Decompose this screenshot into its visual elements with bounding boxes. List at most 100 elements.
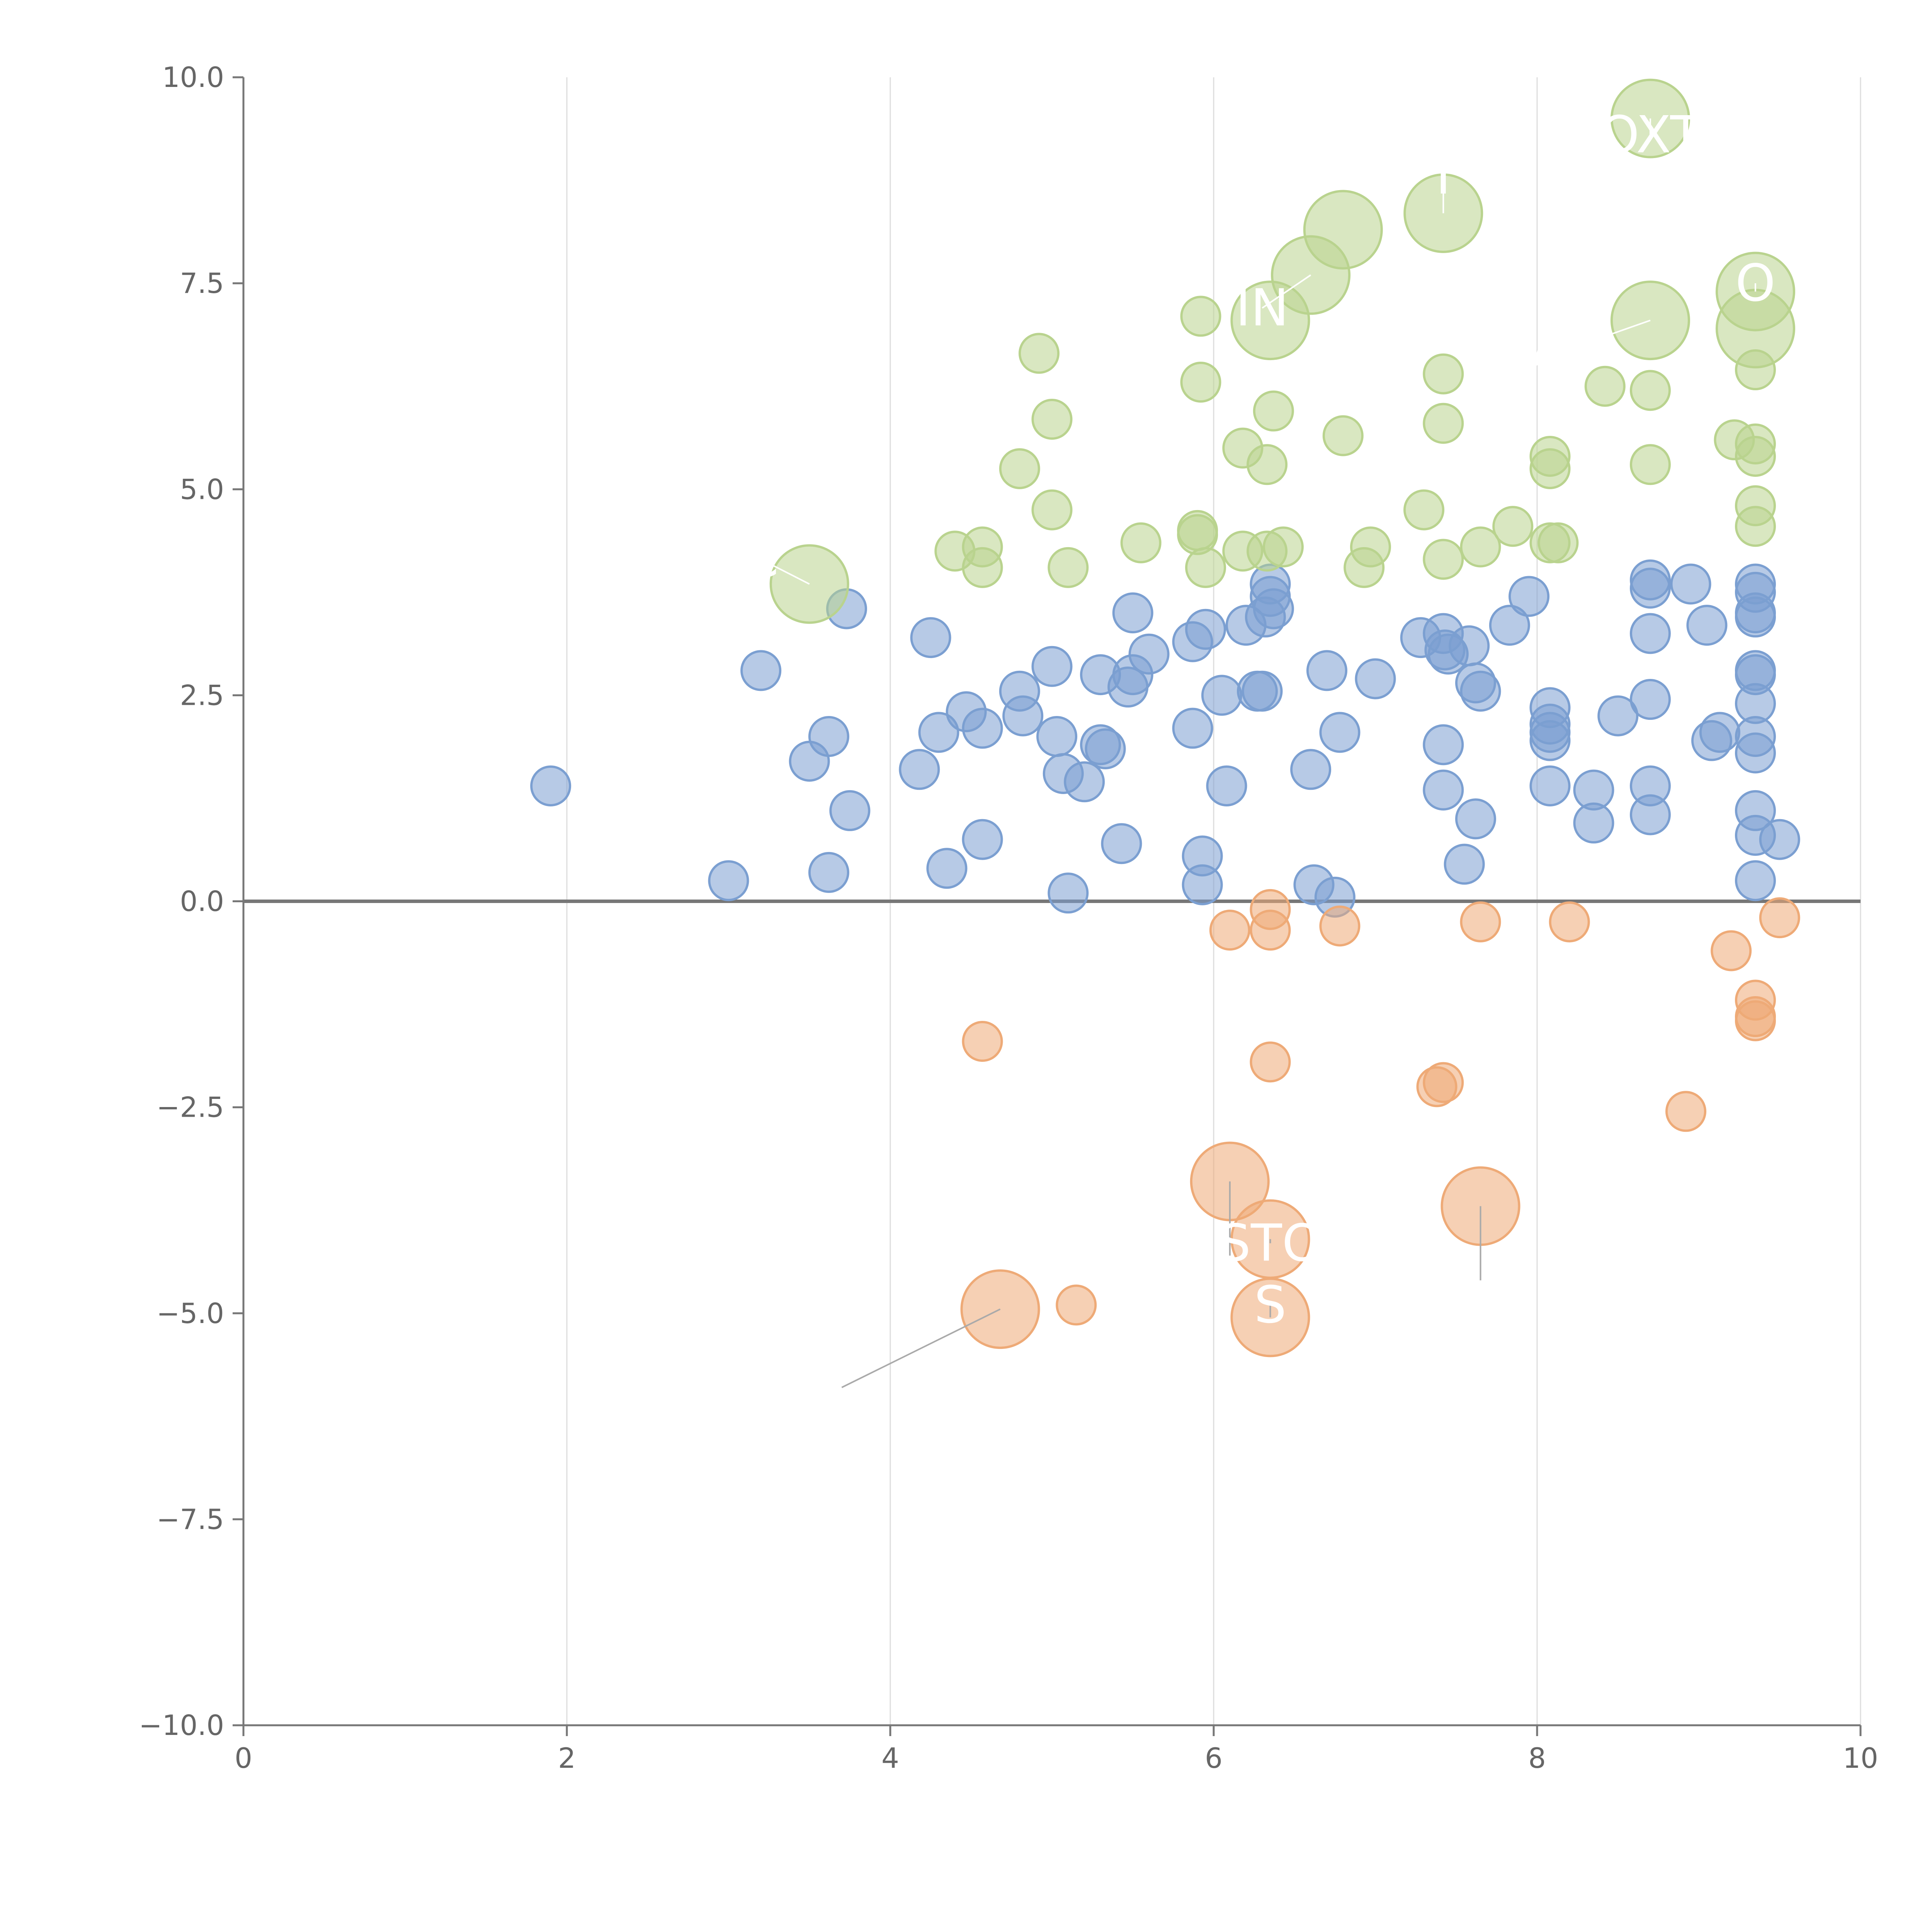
positive-point xyxy=(1423,769,1464,811)
y-tick-label: −5.0 xyxy=(156,1297,224,1330)
positive-point xyxy=(1449,625,1490,667)
strong_positive-point xyxy=(1262,526,1304,568)
positive-point xyxy=(808,852,849,893)
positive-point xyxy=(1670,563,1711,605)
positive-point xyxy=(1185,609,1226,650)
positive-point xyxy=(1242,670,1283,712)
x-tick-label: 0 xyxy=(235,1742,252,1774)
strong_positive-point xyxy=(1180,296,1221,337)
positive-point xyxy=(1036,716,1078,757)
positive-point xyxy=(1355,658,1396,699)
positive-point xyxy=(1686,605,1728,646)
strong_positive-point xyxy=(1247,444,1288,485)
positive-point xyxy=(1699,712,1740,753)
bubbles xyxy=(530,78,1800,1357)
label-leader-line xyxy=(760,558,810,585)
bubble-label: OXT xyxy=(1599,105,1702,165)
strong_positive-point xyxy=(1529,448,1571,489)
positive-point xyxy=(1253,588,1294,629)
y-tick-label: 10.0 xyxy=(162,61,224,94)
strong_positive-point xyxy=(1048,547,1089,588)
positive-point xyxy=(1172,707,1213,749)
negative-point xyxy=(1549,901,1590,942)
positive-point xyxy=(926,848,968,889)
positive-point xyxy=(910,617,951,658)
positive-point xyxy=(1529,720,1571,761)
y-tick-label: −2.5 xyxy=(156,1091,224,1124)
negative-point xyxy=(1423,1062,1464,1103)
negative-point xyxy=(1711,930,1752,971)
positive-point xyxy=(1048,872,1089,914)
y-tick-label: −10.0 xyxy=(139,1709,224,1742)
strong_positive-highlight-point xyxy=(1303,190,1383,270)
positive-point xyxy=(1064,761,1105,803)
bubble-label: I xyxy=(1436,146,1451,206)
positive-point xyxy=(1735,596,1776,638)
strong_positive-point xyxy=(1031,489,1073,531)
positive-point xyxy=(1444,844,1485,885)
strong_positive-point xyxy=(1492,506,1534,547)
bubble-label: S xyxy=(1254,1275,1287,1335)
strong_positive-point xyxy=(1322,415,1364,456)
positive-point xyxy=(1629,794,1671,835)
positive-point xyxy=(829,790,871,831)
positive-point xyxy=(1573,802,1614,844)
strong_positive-point xyxy=(1185,547,1226,588)
positive-point xyxy=(1629,679,1671,720)
label-leader-lines xyxy=(760,118,1756,1388)
strong_positive-point xyxy=(1423,539,1464,580)
negative-point xyxy=(1209,910,1250,951)
strong_positive-point xyxy=(1253,390,1294,432)
negative-point xyxy=(1056,1284,1097,1326)
positive-point xyxy=(962,819,1003,860)
x-tick-label: 10 xyxy=(1843,1742,1878,1774)
positive-point xyxy=(1112,592,1153,634)
positive-point xyxy=(1759,819,1800,860)
positive-point xyxy=(1290,749,1332,790)
bubble-label: C xyxy=(743,530,779,589)
positive-point xyxy=(899,749,940,790)
positive-point xyxy=(1529,765,1571,806)
strong_positive-point xyxy=(1629,370,1671,411)
strong_positive-point xyxy=(1350,526,1391,568)
x-tick-label: 4 xyxy=(881,1742,899,1774)
axis-ticks: 0 2 4 6 8 10 10.0 7.5 5.0 2.5 0.0 −2.5 −5.0 −7.5 −10.0 xyxy=(139,61,1878,1774)
bubble-label: A xyxy=(1528,328,1563,387)
strong_positive-point xyxy=(1423,353,1464,395)
strong_positive-point xyxy=(1423,403,1464,444)
strong_positive-point xyxy=(1031,398,1073,440)
strong_positive-point xyxy=(1735,506,1776,547)
strong_positive-point xyxy=(1120,522,1162,563)
negative-point xyxy=(1759,897,1800,939)
positive-point xyxy=(1455,798,1496,840)
positive-point xyxy=(1735,860,1776,901)
positive-point xyxy=(1085,728,1126,769)
y-tick-label: 7.5 xyxy=(180,267,224,299)
positive-point xyxy=(1182,864,1223,905)
positive-point xyxy=(740,650,782,691)
x-tick-label: 8 xyxy=(1528,1742,1546,1774)
positive-point xyxy=(1002,695,1044,736)
negative-point xyxy=(1250,910,1291,951)
strong_positive-point xyxy=(1460,526,1501,568)
strong_positive-point xyxy=(1629,444,1671,485)
strong_positive-point xyxy=(999,448,1040,489)
label-leader-line xyxy=(841,1308,1001,1388)
strong_positive-point xyxy=(962,547,1003,588)
positive-point xyxy=(1597,695,1639,736)
positive-point xyxy=(1629,613,1671,654)
label-leader-line xyxy=(1262,274,1311,309)
y-tick-label: 5.0 xyxy=(180,473,224,505)
positive-point xyxy=(1206,765,1247,806)
positive-point xyxy=(1509,576,1550,617)
bubble-label: O xyxy=(1735,253,1776,313)
negative-point xyxy=(1460,901,1501,942)
strong_positive-point xyxy=(1537,522,1579,563)
positive-point xyxy=(1423,724,1464,765)
positive-point xyxy=(1629,568,1671,609)
y-tick-label: 2.5 xyxy=(180,679,224,711)
positive-point xyxy=(1735,732,1776,774)
positive-point xyxy=(962,707,1003,749)
strong_positive-point xyxy=(1403,489,1445,531)
